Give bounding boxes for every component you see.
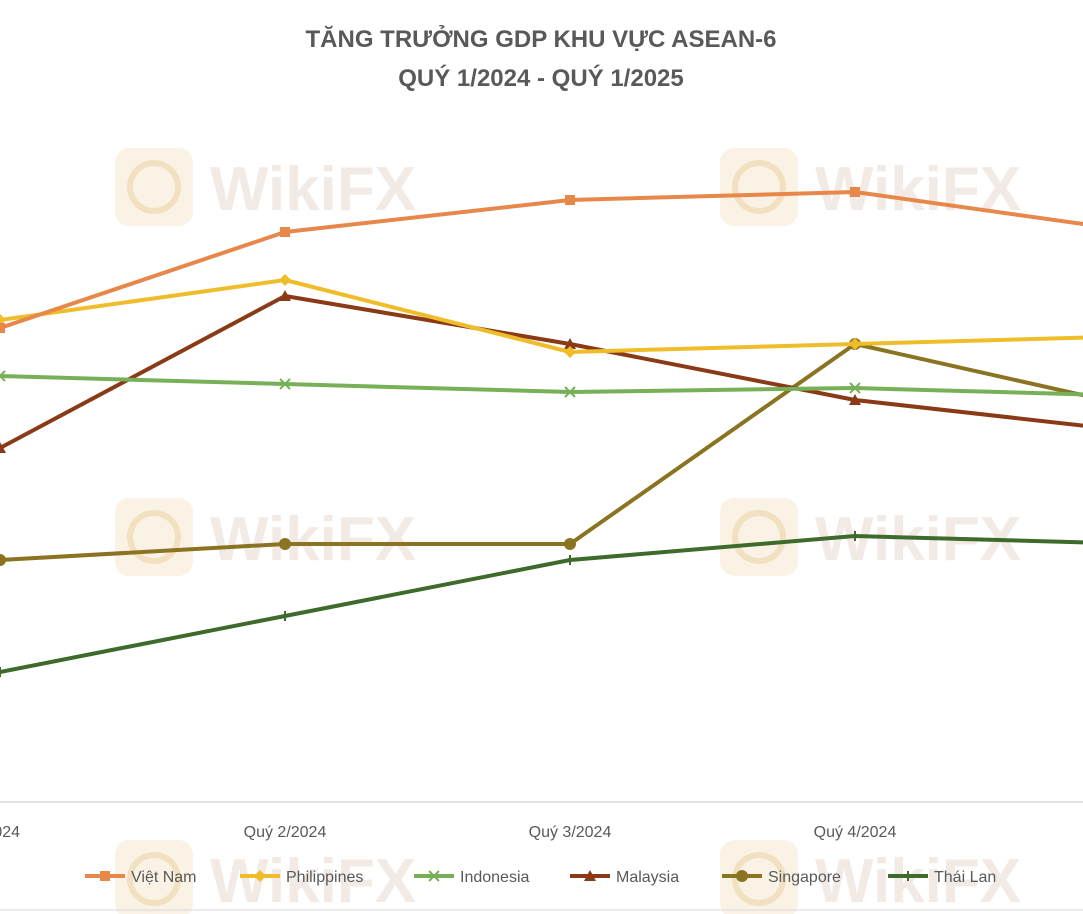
data-point: [564, 538, 576, 550]
watermark-text: WikiFX: [210, 505, 416, 574]
legend-label: Indonesia: [460, 869, 529, 886]
data-point: [565, 195, 575, 205]
watermark-text: WikiFX: [210, 847, 416, 914]
data-point: [564, 338, 576, 349]
watermark-text: WikiFX: [210, 155, 416, 224]
watermark-logo: WikiFX: [115, 148, 416, 226]
data-point: [0, 667, 5, 677]
x-tick-label: /2024: [0, 824, 20, 841]
legend-label: Singapore: [768, 869, 841, 886]
watermark-logo: WikiFX: [115, 840, 416, 914]
legend-label: Việt Nam: [131, 869, 197, 886]
series-line: [0, 294, 1083, 450]
data-point: [279, 290, 291, 301]
watermark-logo: WikiFX: [720, 148, 1021, 226]
series-line: [0, 374, 1083, 397]
data-point: [279, 378, 291, 390]
data-point: [849, 382, 861, 394]
data-point: [279, 538, 291, 550]
data-point: [254, 870, 266, 882]
x-axis-tick-labels: /2024 Quý 2/2024 Quý 3/2024 Quý 4/2024: [0, 824, 896, 841]
data-point: [849, 394, 861, 405]
legend-item: Thái Lan: [888, 869, 996, 886]
watermark-text: WikiFX: [815, 847, 1021, 914]
series-4: [0, 290, 1083, 453]
legend: Việt Nam Philippines Indonesia Malaysia Sing…: [85, 869, 996, 886]
data-point: [584, 870, 596, 881]
data-point: [0, 442, 6, 453]
watermark-logo: WikiFX: [115, 498, 416, 576]
data-point: [280, 227, 290, 237]
data-point: [0, 554, 6, 566]
data-point: [736, 870, 748, 882]
watermark-text: WikiFX: [815, 155, 1021, 224]
series-2: [0, 274, 1083, 358]
x-tick-label: Quý 4/2024: [814, 824, 897, 841]
x-tick-label: Quý 3/2024: [529, 824, 612, 841]
data-point: [428, 870, 440, 882]
chart-title-line-1: TĂNG TRƯỞNG GDP KHU VỰC ASEAN-6: [306, 24, 777, 53]
data-point: [850, 187, 860, 197]
series-3: [0, 370, 1083, 398]
series-6: [0, 531, 1083, 677]
data-point: [565, 555, 575, 565]
legend-item: Singapore: [722, 869, 841, 886]
data-point: [0, 370, 6, 382]
series-1: [0, 187, 1083, 333]
data-point: [100, 871, 110, 881]
legend-item: Indonesia: [414, 869, 529, 886]
legend-item: Malaysia: [570, 869, 679, 886]
data-point: [564, 346, 576, 358]
data-point: [903, 871, 913, 881]
data-point: [849, 338, 861, 350]
series-layer: [0, 187, 1083, 677]
data-point: [564, 386, 576, 398]
legend-label: Malaysia: [616, 869, 679, 886]
legend-label: Thái Lan: [934, 869, 996, 886]
chart-title-line-2: QUÝ 1/2024 - QUÝ 1/2025: [398, 64, 684, 92]
data-point: [850, 531, 860, 541]
legend-label: Philippines: [286, 869, 363, 886]
data-point: [280, 611, 290, 621]
legend-item: Philippines: [240, 869, 363, 886]
data-point: [279, 274, 291, 286]
data-point: [0, 323, 5, 333]
x-tick-label: Quý 2/2024: [244, 824, 327, 841]
legend-item: Việt Nam: [85, 869, 197, 886]
